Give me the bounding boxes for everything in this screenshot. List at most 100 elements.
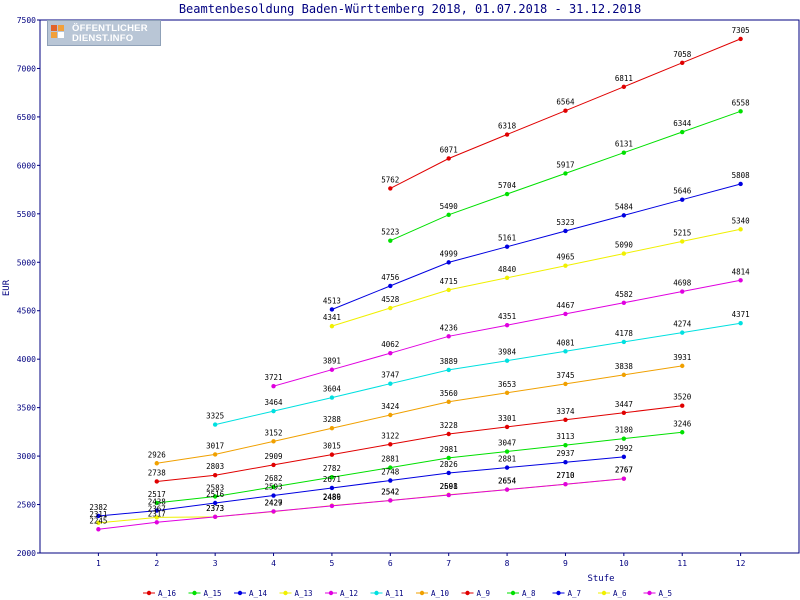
legend-label: A_8	[522, 589, 536, 598]
data-label: 3838	[615, 362, 634, 371]
data-point	[329, 503, 335, 509]
data-label: 4698	[673, 279, 692, 288]
data-point	[621, 410, 627, 415]
data-point	[96, 527, 101, 532]
data-label: 4756	[381, 273, 400, 282]
data-label: 4814	[732, 267, 751, 276]
data-label: 4582	[615, 290, 633, 299]
data-point	[446, 492, 451, 498]
legend-label: A_14	[249, 589, 268, 598]
data-point	[329, 425, 335, 431]
legend-swatch-point	[601, 590, 607, 596]
data-point	[504, 449, 510, 454]
data-label: 3424	[381, 402, 400, 411]
data-point	[738, 36, 743, 42]
series-line	[156, 365, 683, 464]
data-label: 3017	[206, 441, 224, 450]
logo: ÖFFENTLICHER DIENST.INFO	[47, 20, 161, 46]
data-point	[271, 439, 276, 444]
logo-line1: ÖFFENTLICHER	[72, 23, 148, 34]
data-point	[563, 311, 568, 317]
y-tick-label: 5500	[17, 210, 36, 219]
data-point	[271, 509, 276, 514]
data-point	[563, 228, 568, 234]
data-label: 3288	[323, 415, 342, 424]
logo-mark-icon	[51, 25, 67, 42]
data-label: 2517	[148, 490, 166, 499]
series-line	[98, 478, 624, 530]
data-point	[96, 513, 101, 519]
data-label: 2826	[440, 460, 459, 469]
legend: A_16 A_15 A_14 A_13 A_12 A_11 A_10 A_9 A_8 A_7 A_6…	[143, 589, 672, 598]
data-point	[680, 129, 685, 135]
data-label: 3122	[381, 431, 399, 440]
data-label: 2438	[148, 498, 167, 507]
x-tick-label: 1	[96, 559, 101, 568]
legend-label: A_15	[204, 589, 222, 598]
y-tick-label: 6000	[17, 161, 36, 170]
data-point	[504, 132, 510, 137]
legend-swatch-point	[647, 590, 652, 596]
data-label: 4371	[732, 310, 750, 319]
data-label: 4513	[323, 296, 341, 305]
data-point	[621, 476, 627, 481]
data-label: 7058	[673, 50, 692, 59]
data-point	[504, 275, 510, 280]
data-label: 2654	[498, 477, 517, 486]
data-label: 7305	[732, 26, 750, 35]
data-label: 3745	[556, 371, 574, 380]
data-label: 4467	[556, 301, 574, 310]
data-label: 2593	[265, 483, 283, 492]
y-tick-label: 7000	[17, 64, 36, 73]
data-point	[738, 181, 743, 187]
data-point	[621, 84, 627, 89]
legend-label: A_6	[613, 589, 627, 598]
legend-swatch-point	[510, 590, 516, 596]
legend-swatch-point	[465, 590, 470, 596]
legend-label: A_5	[659, 589, 673, 598]
data-label: 3113	[556, 432, 574, 441]
data-point	[680, 60, 685, 66]
data-label: 6811	[615, 74, 633, 83]
x-axis-label: Stufe	[587, 574, 614, 584]
y-tick-label: 2500	[17, 501, 36, 510]
data-point	[154, 520, 159, 525]
data-point	[563, 381, 568, 387]
data-label: 2654	[498, 477, 517, 486]
data-label: 5808	[732, 171, 751, 180]
data-point	[388, 381, 393, 386]
data-label: 5223	[381, 228, 399, 237]
data-label: 3152	[265, 428, 283, 437]
y-axis-label: EUR	[2, 279, 12, 296]
data-label: 2373	[206, 504, 224, 513]
data-label: 5704	[498, 181, 517, 190]
data-label: 2881	[381, 455, 399, 464]
data-label: 3047	[498, 439, 516, 448]
data-label: 5490	[440, 202, 459, 211]
series-line	[215, 322, 741, 426]
data-point	[271, 408, 276, 414]
data-label: 2909	[265, 452, 283, 461]
data-label: 2738	[148, 468, 167, 477]
data-point	[212, 452, 218, 457]
data-point	[621, 436, 627, 441]
x-tick-label: 2	[154, 559, 159, 568]
data-point	[329, 367, 335, 372]
x-tick-label: 11	[677, 559, 687, 568]
data-point	[680, 330, 685, 335]
data-point	[563, 171, 568, 176]
data-point	[154, 515, 159, 520]
data-point	[738, 227, 743, 232]
y-tick-label: 3000	[17, 452, 36, 461]
data-label: 4274	[673, 320, 692, 329]
data-point	[680, 289, 685, 294]
legend-swatch-point	[374, 590, 379, 596]
data-point	[154, 508, 159, 513]
data-point	[504, 322, 510, 328]
data-point	[271, 484, 276, 490]
data-label: 3015	[323, 442, 341, 451]
legend-label: A_12	[340, 589, 358, 598]
plot-area	[39, 19, 800, 554]
data-point	[446, 212, 451, 217]
data-point	[738, 278, 743, 283]
